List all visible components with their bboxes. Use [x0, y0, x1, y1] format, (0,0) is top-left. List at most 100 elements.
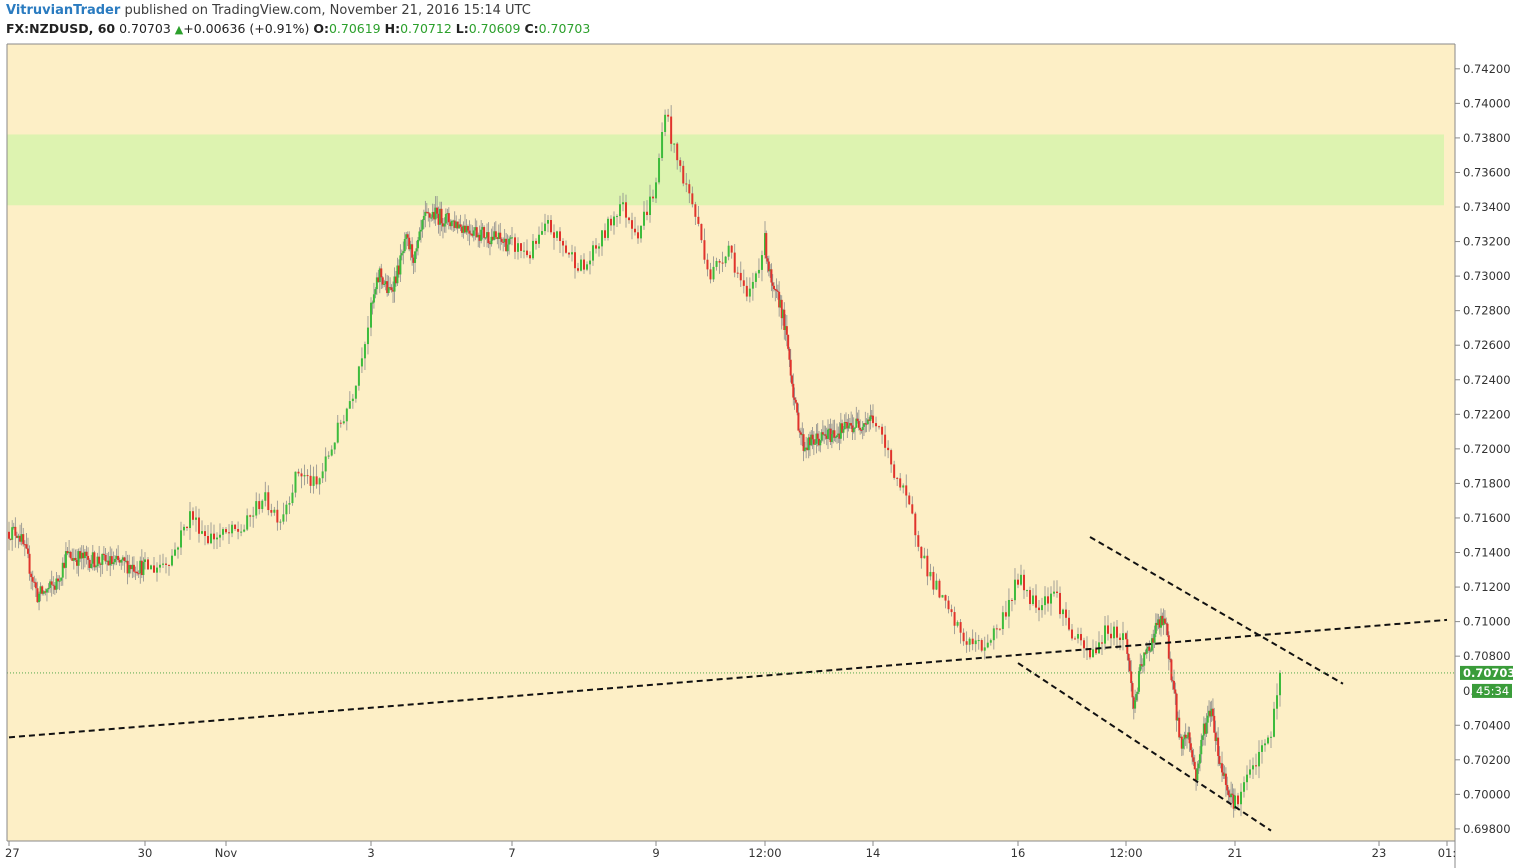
candle	[393, 267, 396, 303]
candle	[511, 227, 513, 246]
candle-body	[847, 425, 850, 429]
candle-body	[422, 215, 425, 221]
candle	[22, 527, 25, 547]
candle-body	[132, 564, 135, 572]
candle-body	[336, 422, 339, 443]
candle-body	[1047, 596, 1049, 604]
candle-body	[785, 326, 788, 335]
candle	[959, 618, 962, 644]
candle	[140, 549, 143, 579]
candle-body	[774, 289, 777, 291]
candle-body	[472, 230, 475, 236]
candle	[243, 524, 246, 533]
candle	[450, 219, 453, 231]
candle	[8, 521, 10, 551]
candle	[71, 548, 74, 562]
candle-body	[1062, 609, 1064, 615]
candle	[517, 237, 519, 260]
candle-body	[125, 560, 128, 562]
candle-body	[794, 399, 797, 403]
candle-body	[79, 551, 82, 559]
candle	[80, 545, 83, 570]
candle-body	[661, 131, 664, 159]
candle	[20, 522, 23, 546]
candle	[1258, 740, 1260, 779]
candle-body	[1137, 671, 1140, 692]
candle	[383, 279, 386, 288]
candle-body	[412, 257, 415, 263]
trendline-rising-support[interactable]	[8, 618, 1448, 739]
candle	[1169, 651, 1172, 663]
candle	[1210, 700, 1213, 722]
author-name[interactable]: VitruvianTrader	[6, 3, 121, 18]
candle	[1032, 588, 1034, 606]
candle	[807, 433, 810, 459]
candle	[456, 221, 459, 234]
candle	[1157, 613, 1160, 630]
candle-body	[814, 443, 817, 445]
candle-body	[68, 551, 71, 554]
candle-body	[1010, 599, 1013, 601]
candle	[412, 254, 415, 275]
candle	[216, 532, 218, 550]
trendline-channel-lower[interactable]	[1017, 662, 1272, 832]
candle	[389, 277, 392, 291]
candle	[107, 551, 110, 566]
candle	[469, 224, 472, 237]
candle	[484, 236, 487, 240]
candle	[685, 173, 688, 193]
candle	[1276, 683, 1278, 720]
price-axis[interactable]	[1455, 44, 1514, 868]
candle	[15, 531, 18, 539]
candle	[424, 200, 427, 228]
candle	[270, 503, 273, 517]
candle-body	[12, 526, 15, 528]
candle-body	[824, 434, 827, 436]
countdown-tag: 45:34	[1472, 683, 1512, 698]
candle	[523, 242, 525, 259]
candle	[1104, 615, 1106, 651]
candle-body	[500, 238, 503, 242]
candle-body	[246, 515, 249, 530]
candle	[61, 557, 64, 586]
candle	[1215, 731, 1218, 746]
candle-body	[405, 234, 408, 240]
candle-body	[1237, 795, 1239, 805]
candle-body	[769, 269, 772, 272]
candle-body	[1180, 736, 1183, 749]
candle	[850, 411, 853, 429]
candle-body	[532, 240, 534, 259]
candle-body	[1119, 637, 1121, 640]
candle-body	[1131, 683, 1134, 698]
candle-body	[1127, 653, 1130, 661]
candle-body	[1161, 615, 1164, 626]
candle-body	[870, 415, 873, 417]
candle-body	[1223, 773, 1226, 776]
candle-body	[842, 429, 845, 433]
candle-body	[63, 562, 66, 568]
candle-body	[427, 212, 430, 214]
candle-body	[192, 511, 194, 520]
symbol-interval[interactable]: FX:NZDUSD, 60	[6, 21, 116, 36]
candle-body	[841, 423, 844, 433]
candle-body	[863, 423, 865, 427]
countdown-bg	[1472, 683, 1512, 698]
candle	[234, 524, 237, 531]
candle-body	[19, 535, 22, 542]
candle	[1204, 718, 1207, 746]
candle-body	[1205, 722, 1208, 734]
candle	[1206, 705, 1209, 734]
candle	[592, 240, 594, 266]
close-label: C:	[524, 21, 539, 36]
candle-body	[1158, 619, 1161, 628]
candle	[1056, 580, 1058, 598]
candle	[327, 451, 330, 460]
candle-body	[171, 555, 173, 566]
candle	[791, 374, 793, 387]
candle-body	[583, 259, 585, 270]
candle-body	[628, 217, 630, 221]
candle-body	[255, 501, 258, 516]
time-axis[interactable]	[0, 841, 1455, 868]
trendline-channel-upper[interactable]	[1089, 536, 1344, 685]
